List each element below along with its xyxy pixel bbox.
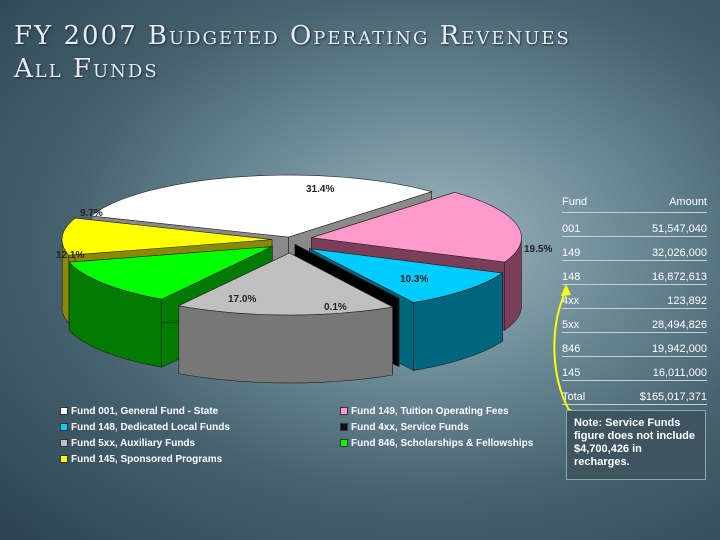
legend-swatch [340,439,348,447]
table-header: Fund Amount [562,192,707,213]
legend-swatch [60,455,68,463]
legend-item: Fund 001, General Fund - State [60,404,340,418]
amount-cell: 16,011,000 [652,367,707,379]
legend-swatch [60,407,68,415]
slice-label: 17.0% [228,294,256,305]
service-funds-note: Note: Service Funds figure does not incl… [566,410,706,480]
fund-cell: 145 [562,367,581,379]
fund-cell: 846 [562,343,581,355]
legend-label: Fund 5xx, Auxiliary Funds [71,437,196,449]
header-fund: Fund [562,196,588,208]
legend-item: Fund 145, Sponsored Programs [60,452,340,466]
amount-cell: 51,547,040 [651,223,707,235]
amount-cell: 123,892 [667,295,707,307]
amount-cell: 19,942,000 [651,343,707,355]
legend-swatch [340,407,348,415]
chart-legend: Fund 001, General Fund - State Fund 149, … [60,404,560,466]
legend-label: Fund 001, General Fund - State [71,405,219,417]
table-row: 001 51,547,040 [562,213,707,237]
table-row: 145 16,011,000 [562,357,707,381]
slice-label: 12.1% [56,250,84,261]
table-row: 846 19,942,000 [562,333,707,357]
amount-cell: 16,872,613 [651,271,707,283]
legend-label: Fund 846, Scholarships & Fellowships [351,437,534,449]
amount-cell: 32,026,000 [651,247,707,259]
legend-swatch [60,423,68,431]
amount-cell: $165,017,371 [639,391,707,403]
slice-label: 0.1% [324,302,347,313]
legend-label: Fund 149, Tuition Operating Fees [351,405,509,417]
table-row: 148 16,872,613 [562,261,707,285]
legend-item: Fund 4xx, Service Funds [340,420,560,434]
slice-label: 9.7% [80,208,103,219]
table-row: 149 32,026,000 [562,237,707,261]
fund-cell: 148 [562,271,581,283]
fund-cell: 001 [562,223,581,235]
slice-label: 31.4% [306,184,334,195]
legend-label: Fund 148, Dedicated Local Funds [71,421,230,433]
legend-item: Fund 846, Scholarships & Fellowships [340,436,560,450]
header-amount: Amount [669,196,707,208]
fund-cell: 5xx [562,319,580,331]
fund-table: Fund Amount 001 51,547,040 149 32,026,000 14… [562,192,707,405]
slice-label: 19.5% [524,244,552,255]
slide-title: FY 2007 Budgeted Operating Revenues All … [14,20,571,86]
fund-cell: Total [562,391,586,403]
pie-slice [177,252,394,384]
fund-cell: 149 [562,247,581,259]
legend-item: Fund 5xx, Auxiliary Funds [60,436,340,450]
fund-cell: 4xx [562,295,580,307]
legend-item: Fund 148, Dedicated Local Funds [60,420,340,434]
legend-label: Fund 145, Sponsored Programs [71,453,223,465]
legend-item: Fund 149, Tuition Operating Fees [340,404,560,418]
table-row: 4xx 123,892 [562,285,707,309]
amount-cell: 28,494,826 [651,319,707,331]
title-line-1: FY 2007 Budgeted Operating Revenues [14,21,571,51]
slice-label: 10.3% [400,274,428,285]
title-line-2: All Funds [14,54,159,84]
legend-label: Fund 4xx, Service Funds [351,421,469,433]
table-row: 5xx 28,494,826 [562,309,707,333]
legend-swatch [60,439,68,447]
legend-swatch [340,423,348,431]
table-row: Total $165,017,371 [562,381,707,405]
